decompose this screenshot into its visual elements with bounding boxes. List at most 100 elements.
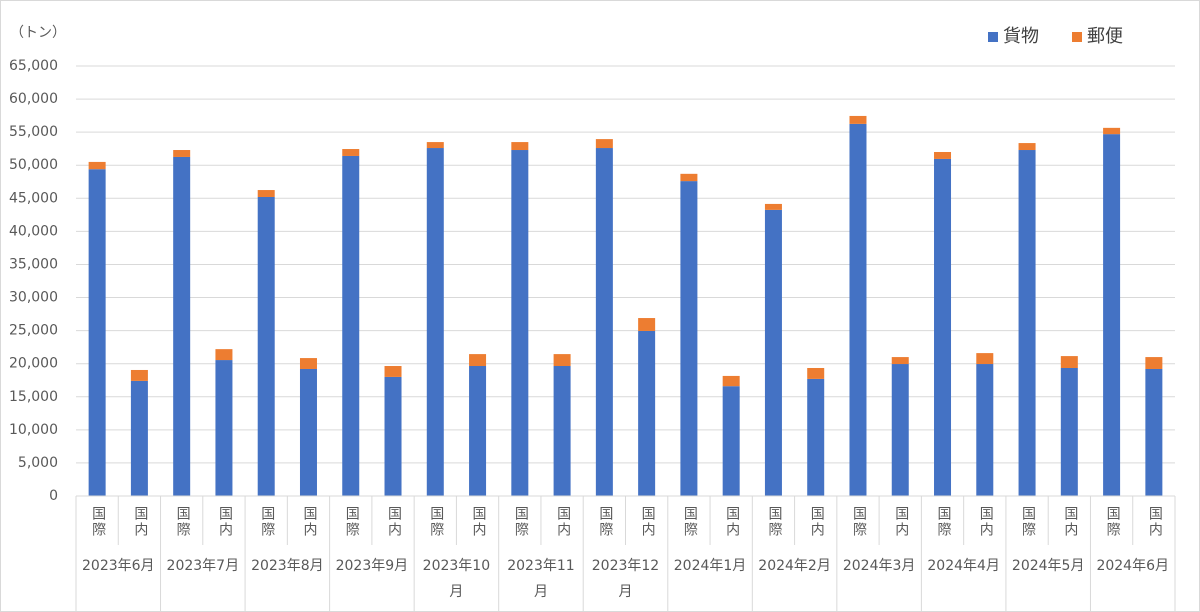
x-tick-label: 国際 — [1020, 506, 1037, 538]
bar-segment — [215, 349, 233, 361]
group-label: 2023年8月 — [251, 558, 324, 574]
group-label: 2024年3月 — [842, 558, 916, 574]
bar-segment — [595, 148, 613, 496]
bar-segment — [1145, 368, 1163, 496]
x-tick-label: 国内 — [893, 506, 910, 538]
y-tick-label: 60,000 — [9, 91, 58, 107]
group-label: 2024年5月 — [1011, 558, 1085, 574]
bar-segment — [807, 378, 825, 496]
x-tick-label: 国内 — [724, 506, 741, 538]
bar-segment — [891, 364, 909, 496]
bar-segment — [384, 376, 402, 496]
bar-segment — [173, 150, 191, 157]
bar-segment — [130, 369, 148, 381]
bar-segment — [299, 368, 317, 496]
bar-segment — [88, 169, 106, 496]
bar-segment — [807, 367, 825, 379]
bar-segment — [638, 318, 656, 331]
group-label: 2023年12月 — [591, 558, 660, 600]
bar-segment — [595, 139, 613, 149]
x-tick-label: 国内 — [977, 506, 994, 538]
bar-segment — [764, 203, 782, 210]
y-tick-label: 20,000 — [9, 356, 58, 372]
bar-segment — [1145, 357, 1163, 369]
bar-segment — [680, 181, 698, 496]
y-tick-label: 45,000 — [9, 190, 58, 206]
x-tick-label: 国内 — [555, 506, 572, 538]
bar-segment — [1060, 367, 1078, 496]
bar-segment — [469, 366, 487, 496]
bar-segment — [722, 386, 740, 496]
bar-segment — [384, 366, 402, 377]
x-tick-label: 国際 — [935, 506, 952, 538]
y-tick-label: 25,000 — [9, 323, 58, 339]
y-tick-label: 30,000 — [9, 290, 58, 306]
x-tick-label: 国内 — [1062, 506, 1079, 538]
bar-segment — [342, 155, 360, 496]
y-tick-label: 5,000 — [18, 455, 58, 471]
bar-segment — [638, 330, 656, 496]
x-tick-label: 国際 — [597, 506, 614, 538]
x-tick-label: 国際 — [850, 506, 867, 538]
bar-segment — [88, 161, 106, 170]
legend-swatch — [1072, 32, 1082, 42]
bar-segment — [849, 115, 867, 124]
legend-swatch — [988, 32, 998, 42]
x-tick-label: 国際 — [1104, 506, 1121, 538]
group-label: 2024年2月 — [758, 558, 831, 574]
bar-segment — [342, 149, 360, 156]
x-tick-label: 国際 — [512, 506, 529, 538]
bar-segment — [722, 375, 740, 387]
x-tick-label: 国内 — [386, 506, 403, 538]
group-label: 2024年6月 — [1096, 558, 1169, 574]
bar-segment — [511, 150, 529, 496]
bar-segment — [1103, 134, 1121, 496]
bar-segment — [215, 360, 233, 496]
group-label: 2024年1月 — [673, 558, 747, 574]
bar-segment — [934, 152, 952, 159]
y-tick-label: 0 — [49, 488, 58, 504]
y-tick-label: 50,000 — [9, 157, 58, 173]
x-tick-label: 国際 — [343, 506, 360, 538]
bar-segment — [1103, 127, 1121, 135]
x-tick-label: 国内 — [132, 506, 149, 538]
group-label: 2023年10月 — [422, 558, 491, 600]
bar-segment — [553, 354, 571, 367]
bar-segment — [1018, 150, 1036, 496]
legend-label: 郵便 — [1087, 26, 1123, 47]
x-tick-label: 国内 — [808, 506, 825, 538]
bar-segment — [511, 142, 529, 151]
y-tick-label: 35,000 — [9, 256, 58, 272]
bar-segment — [257, 190, 275, 197]
bar-segment — [764, 209, 782, 496]
x-tick-label: 国際 — [681, 506, 698, 538]
x-tick-label: 国際 — [428, 506, 445, 538]
bar-segment — [257, 196, 275, 496]
bar-segment — [426, 148, 444, 496]
bar-segment — [469, 354, 487, 367]
y-tick-label: 65,000 — [9, 58, 58, 74]
bar-segment — [299, 358, 317, 369]
y-tick-label: 15,000 — [9, 389, 58, 405]
x-tick-label: 国内 — [216, 506, 233, 538]
x-tick-label: 国内 — [639, 506, 656, 538]
x-tick-label: 国内 — [470, 506, 487, 538]
bar-segment — [173, 156, 191, 496]
y-tick-label: 40,000 — [9, 223, 58, 239]
y-tick-label: 55,000 — [9, 124, 58, 140]
x-tick-label: 国際 — [174, 506, 191, 538]
bar-segment — [426, 142, 444, 149]
bar-segment — [891, 357, 909, 365]
group-label: 2023年9月 — [335, 558, 409, 574]
x-tick-label: 国際 — [766, 506, 783, 538]
y-axis-label: （トン） — [10, 25, 66, 41]
group-label: 2023年6月 — [82, 558, 155, 574]
group-label: 2024年4月 — [927, 558, 1000, 574]
bar-segment — [130, 380, 148, 496]
group-label: 2023年7月 — [166, 558, 240, 574]
bar-segment — [553, 366, 571, 496]
bar-segment — [976, 353, 994, 365]
bar-segment — [1060, 356, 1078, 368]
